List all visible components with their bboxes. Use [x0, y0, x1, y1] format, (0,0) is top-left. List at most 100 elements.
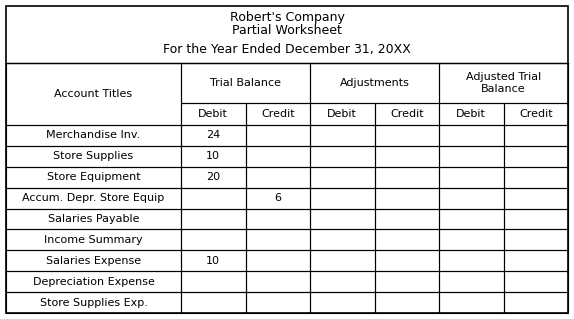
Bar	[503, 229, 568, 250]
Bar	[6, 146, 181, 167]
Text: Credit: Credit	[261, 109, 294, 119]
Text: Debit: Debit	[198, 109, 228, 119]
Text: Debit: Debit	[456, 109, 486, 119]
Text: 24: 24	[206, 130, 220, 140]
Bar	[439, 63, 568, 103]
Text: Accum. Depr. Store Equip: Accum. Depr. Store Equip	[22, 193, 165, 203]
Text: Credit: Credit	[519, 109, 553, 119]
Bar	[439, 271, 503, 292]
Bar	[503, 188, 568, 209]
Bar	[6, 63, 181, 125]
Bar	[6, 209, 181, 229]
Bar	[181, 292, 246, 313]
Bar	[246, 103, 310, 125]
Bar	[181, 229, 246, 250]
Bar	[439, 125, 503, 146]
Text: 10: 10	[206, 256, 220, 266]
Text: Debit: Debit	[327, 109, 357, 119]
Bar	[310, 146, 374, 167]
Bar	[439, 167, 503, 188]
Bar	[181, 146, 246, 167]
Bar	[374, 292, 439, 313]
Bar	[181, 103, 246, 125]
Text: Adjustments: Adjustments	[340, 78, 409, 88]
Text: Store Equipment: Store Equipment	[46, 172, 140, 182]
Bar	[374, 125, 439, 146]
Bar	[374, 146, 439, 167]
Bar	[503, 146, 568, 167]
Text: Credit: Credit	[390, 109, 424, 119]
Bar	[503, 292, 568, 313]
Bar	[503, 167, 568, 188]
Bar	[310, 63, 439, 103]
Bar	[439, 229, 503, 250]
Bar	[374, 188, 439, 209]
Text: 6: 6	[274, 193, 281, 203]
Bar	[181, 188, 246, 209]
Bar	[310, 103, 374, 125]
Bar	[439, 188, 503, 209]
Text: 20: 20	[206, 172, 220, 182]
Text: 10: 10	[206, 151, 220, 161]
Bar	[310, 125, 374, 146]
Bar	[503, 250, 568, 271]
Bar	[181, 271, 246, 292]
Bar	[439, 103, 503, 125]
Bar	[374, 167, 439, 188]
Bar	[246, 146, 310, 167]
Text: Adjusted Trial
Balance: Adjusted Trial Balance	[466, 72, 541, 94]
Text: Store Supplies: Store Supplies	[53, 151, 134, 161]
Text: Salaries Expense: Salaries Expense	[46, 256, 141, 266]
Bar	[246, 125, 310, 146]
Text: Salaries Payable: Salaries Payable	[48, 214, 139, 224]
Bar	[246, 250, 310, 271]
Bar	[181, 167, 246, 188]
Bar	[246, 229, 310, 250]
Text: Robert's Company: Robert's Company	[230, 11, 344, 24]
Bar	[246, 167, 310, 188]
Bar	[246, 271, 310, 292]
Text: Partial Worksheet: Partial Worksheet	[232, 24, 342, 36]
Bar	[503, 209, 568, 229]
Bar	[6, 229, 181, 250]
Bar	[6, 167, 181, 188]
Bar	[310, 167, 374, 188]
Text: Merchandise Inv.: Merchandise Inv.	[46, 130, 141, 140]
Bar	[439, 292, 503, 313]
Bar	[439, 209, 503, 229]
Bar	[246, 292, 310, 313]
Bar	[310, 229, 374, 250]
Text: Depreciation Expense: Depreciation Expense	[33, 277, 154, 287]
Bar	[503, 103, 568, 125]
Bar	[181, 250, 246, 271]
Bar	[310, 188, 374, 209]
Bar	[6, 292, 181, 313]
Bar	[503, 125, 568, 146]
Bar	[246, 188, 310, 209]
Bar	[181, 63, 310, 103]
Text: Account Titles: Account Titles	[55, 89, 133, 99]
Bar	[6, 250, 181, 271]
Bar	[181, 209, 246, 229]
Bar	[374, 271, 439, 292]
Bar	[310, 271, 374, 292]
Bar	[6, 271, 181, 292]
Bar	[6, 125, 181, 146]
Bar	[246, 209, 310, 229]
Bar	[439, 250, 503, 271]
Bar	[374, 209, 439, 229]
Bar	[181, 125, 246, 146]
Text: Trial Balance: Trial Balance	[210, 78, 281, 88]
Bar	[374, 229, 439, 250]
Bar	[374, 103, 439, 125]
Bar	[310, 250, 374, 271]
Text: Income Summary: Income Summary	[44, 235, 143, 245]
Bar	[310, 209, 374, 229]
Bar	[503, 271, 568, 292]
Bar	[439, 146, 503, 167]
Text: Store Supplies Exp.: Store Supplies Exp.	[40, 298, 148, 308]
Bar	[310, 292, 374, 313]
Bar	[374, 250, 439, 271]
Text: For the Year Ended December 31, 20XX: For the Year Ended December 31, 20XX	[163, 42, 411, 56]
Bar	[6, 188, 181, 209]
